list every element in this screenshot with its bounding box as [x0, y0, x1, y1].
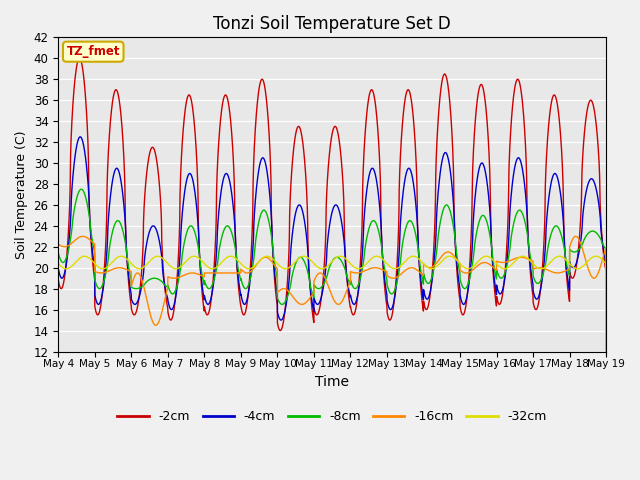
-32cm — [602, 474, 610, 480]
-4cm — [54, 265, 62, 271]
-4cm — [455, 279, 463, 285]
-2cm — [425, 301, 433, 307]
X-axis label: Time: Time — [315, 375, 349, 389]
-4cm — [76, 134, 84, 140]
-16cm — [486, 262, 493, 267]
-32cm — [54, 261, 62, 266]
-4cm — [312, 300, 319, 306]
Line: -4cm: -4cm — [58, 137, 606, 477]
-16cm — [425, 264, 433, 270]
-8cm — [77, 186, 85, 192]
-8cm — [602, 246, 609, 252]
-8cm — [312, 284, 319, 290]
-2cm — [486, 178, 494, 184]
-4cm — [486, 210, 494, 216]
Text: TZ_fmet: TZ_fmet — [67, 45, 120, 58]
-4cm — [602, 474, 610, 480]
-16cm — [312, 275, 319, 280]
-16cm — [54, 241, 62, 247]
-32cm — [425, 265, 433, 271]
Line: -2cm: -2cm — [58, 58, 606, 477]
-2cm — [455, 290, 463, 296]
-16cm — [602, 246, 609, 252]
-2cm — [153, 158, 161, 164]
-2cm — [76, 55, 83, 61]
-8cm — [486, 233, 494, 239]
-2cm — [602, 265, 609, 271]
Line: -32cm: -32cm — [58, 256, 606, 477]
Y-axis label: Soil Temperature (C): Soil Temperature (C) — [15, 130, 28, 259]
-8cm — [455, 265, 463, 271]
-4cm — [153, 228, 161, 234]
-8cm — [153, 276, 161, 281]
Title: Tonzi Soil Temperature Set D: Tonzi Soil Temperature Set D — [213, 15, 451, 33]
-32cm — [263, 253, 271, 259]
-16cm — [602, 474, 610, 480]
-2cm — [602, 474, 610, 480]
-8cm — [425, 280, 433, 286]
-4cm — [425, 295, 433, 300]
-4cm — [602, 256, 609, 262]
-16cm — [153, 322, 161, 328]
-32cm — [312, 263, 319, 268]
-32cm — [486, 254, 494, 260]
-16cm — [572, 233, 580, 239]
Legend: -2cm, -4cm, -8cm, -16cm, -32cm: -2cm, -4cm, -8cm, -16cm, -32cm — [113, 405, 552, 428]
-2cm — [312, 311, 319, 317]
-16cm — [455, 259, 463, 265]
Line: -8cm: -8cm — [58, 189, 606, 477]
-8cm — [54, 250, 62, 256]
-32cm — [153, 253, 161, 259]
-2cm — [54, 277, 62, 283]
Line: -16cm: -16cm — [58, 236, 606, 477]
-32cm — [602, 260, 609, 266]
-8cm — [602, 474, 610, 480]
-32cm — [455, 260, 463, 265]
